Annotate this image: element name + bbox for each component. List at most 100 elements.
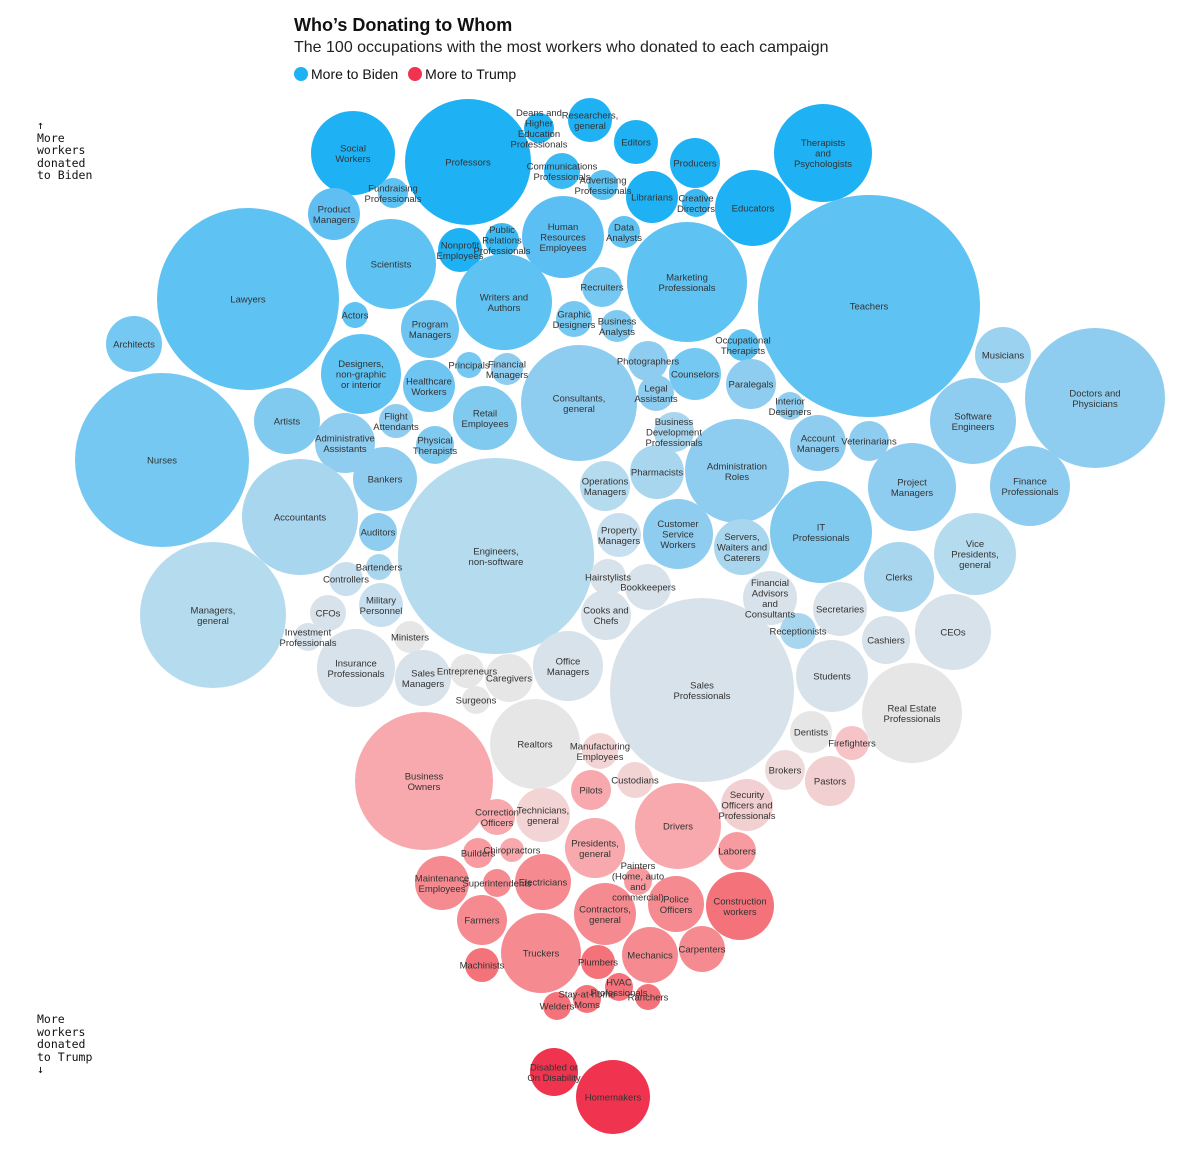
bubble-finance-professionals: [990, 446, 1070, 526]
bubble-vice-presidents-general: [934, 513, 1016, 595]
bubble-laborers: [718, 832, 756, 870]
bubble-software-engineers: [930, 378, 1016, 464]
bubble-drivers: [635, 783, 721, 869]
bubble-investment-professionals: [294, 623, 322, 651]
bubble-label-financial-managers: Financial Managers: [486, 359, 528, 381]
bubble-label-flight-attendants: Flight Attendants: [373, 411, 419, 433]
bubble-label-scientists: Scientists: [371, 260, 412, 271]
bubble-managers-general: [140, 542, 286, 688]
bubble-label-operations-managers: Operations Managers: [582, 476, 629, 498]
bubble-label-graphic-designers: Graphic Designers: [553, 309, 596, 331]
bubble-communications-professionals: [544, 153, 580, 189]
bubble-painters-home-auto-and-commercial: [624, 867, 652, 895]
bubble-label-dentists: Dentists: [794, 728, 829, 739]
bubble-label-drivers: Drivers: [663, 822, 693, 833]
bubble-label-deans-and-higher-education-professionals: Deans and Higher Education Professionals: [510, 108, 567, 151]
bubble-label-finance-professionals: Finance Professionals: [1001, 476, 1058, 498]
bubble-label-property-managers: Property Managers: [598, 525, 640, 547]
bubble-label-insurance-professionals: Insurance Professionals: [327, 658, 384, 680]
bubble-physical-therapists: [416, 426, 454, 464]
legend-swatch-trump: [408, 67, 423, 81]
bubble-presidents-general: [565, 818, 625, 878]
bubble-insurance-professionals: [317, 629, 395, 707]
bubble-label-surgeons: Surgeons: [456, 696, 497, 707]
bubble-technicians-general: [516, 788, 570, 842]
bubble-secretaries: [813, 582, 867, 636]
bubble-ministers: [394, 621, 426, 653]
axis-note-biden-text: More workers donated to Biden: [37, 130, 93, 182]
bubble-real-estate-professionals: [862, 663, 962, 763]
bubble-label-truckers: Truckers: [523, 949, 560, 960]
bubble-label-sales-managers: Sales Managers: [402, 668, 444, 690]
bubble-surgeons: [462, 686, 490, 714]
bubble-label-homemakers: Homemakers: [585, 1093, 642, 1104]
bubble-label-controllers: Controllers: [323, 575, 369, 586]
bubble-bartenders: [366, 554, 392, 580]
arrow-up-icon: ↑: [37, 118, 44, 132]
bubble-writers-and-authors: [456, 254, 552, 350]
bubble-label-security-officers-and-professionals: Security Officers and Professionals: [718, 790, 775, 822]
bubble-cashiers: [862, 616, 910, 664]
bubble-educators: [715, 170, 791, 246]
bubble-label-correction-officers: Correction Officers: [475, 807, 519, 829]
bubble-label-technicians-general: Technicians, general: [517, 805, 569, 827]
bubble-sales-professionals: [610, 598, 794, 782]
bubble-flight-attendants: [379, 404, 413, 438]
bubble-label-machinists: Machinists: [460, 961, 505, 972]
bubble-label-public-relations-professionals: Public Relations Professionals: [473, 225, 530, 257]
legend-swatch-biden: [294, 67, 308, 81]
bubble-label-construction-workers: Construction workers: [713, 896, 766, 918]
bubble-label-accountants: Accountants: [274, 513, 327, 524]
bubble-label-laborers: Laborers: [718, 847, 756, 858]
bubble-business-analysts: [601, 310, 633, 342]
bubble-construction-workers: [706, 872, 774, 940]
bubble-disabled-or-on-disability: [530, 1048, 578, 1096]
bubble-product-managers: [308, 188, 360, 240]
bubble-label-cooks-and-chefs: Cooks and Chefs: [583, 605, 628, 627]
bubble-label-managers-general: Managers, general: [191, 605, 236, 627]
bubble-label-ceos: CEOs: [940, 628, 966, 639]
bubble-advertising-professionals: [588, 170, 618, 200]
bubble-label-mechanics: Mechanics: [627, 951, 673, 962]
bubble-auditors: [359, 513, 397, 551]
bubble-label-veterinarians: Veterinarians: [841, 437, 897, 448]
bubble-bankers: [353, 447, 417, 511]
bubble-customer-service-workers: [643, 499, 713, 569]
bubble-label-customer-service-workers: Customer Service Workers: [657, 519, 698, 551]
bubble-label-presidents-general: Presidents, general: [571, 838, 619, 860]
bubble-artists: [254, 388, 320, 454]
bubble-consultants-general: [521, 345, 637, 461]
bubble-scientists: [346, 219, 436, 309]
bubble-label-office-managers: Office Managers: [547, 656, 589, 678]
bubble-paralegals: [726, 359, 776, 409]
bubble-label-pastors: Pastors: [814, 777, 846, 788]
bubble-account-managers: [790, 415, 846, 471]
bubble-sales-managers: [395, 650, 451, 706]
bubble-nonprofit-employees: [438, 228, 482, 272]
bubble-truckers: [501, 913, 581, 993]
bubble-financial-advisors-and-consultants: [743, 571, 797, 625]
legend-label-biden: More to Biden: [311, 66, 399, 82]
bubble-label-entrepreneurs: Entrepreneurs: [437, 667, 497, 678]
bubble-label-brokers: Brokers: [769, 766, 802, 777]
bubble-label-product-managers: Product Managers: [313, 204, 355, 226]
bubble-label-paralegals: Paralegals: [729, 380, 774, 391]
bubble-lawyers: [157, 208, 339, 390]
bubble-label-hairstylists: Hairstylists: [585, 573, 631, 584]
bubble-carpenters: [679, 926, 725, 972]
bubble-caregivers: [485, 654, 533, 702]
bubble-pilots: [571, 770, 611, 810]
bubble-actors: [342, 302, 368, 328]
bubble-realtors: [490, 699, 580, 789]
bubble-administration-roles: [685, 419, 789, 523]
bubble-designers-non-graphic-or-interior: [321, 334, 401, 414]
bubble-label-ministers: Ministers: [391, 633, 429, 644]
bubble-farmers: [457, 895, 507, 945]
bubble-builders: [463, 838, 493, 868]
bubble-musicians: [975, 327, 1031, 383]
bubble-label-ranchers: Ranchers: [628, 993, 669, 1004]
bubble-brokers: [765, 750, 805, 790]
bubble-researchers-general: [568, 98, 612, 142]
bubble-label-real-estate-professionals: Real Estate Professionals: [883, 703, 940, 725]
bubble-social-workers: [311, 111, 395, 195]
